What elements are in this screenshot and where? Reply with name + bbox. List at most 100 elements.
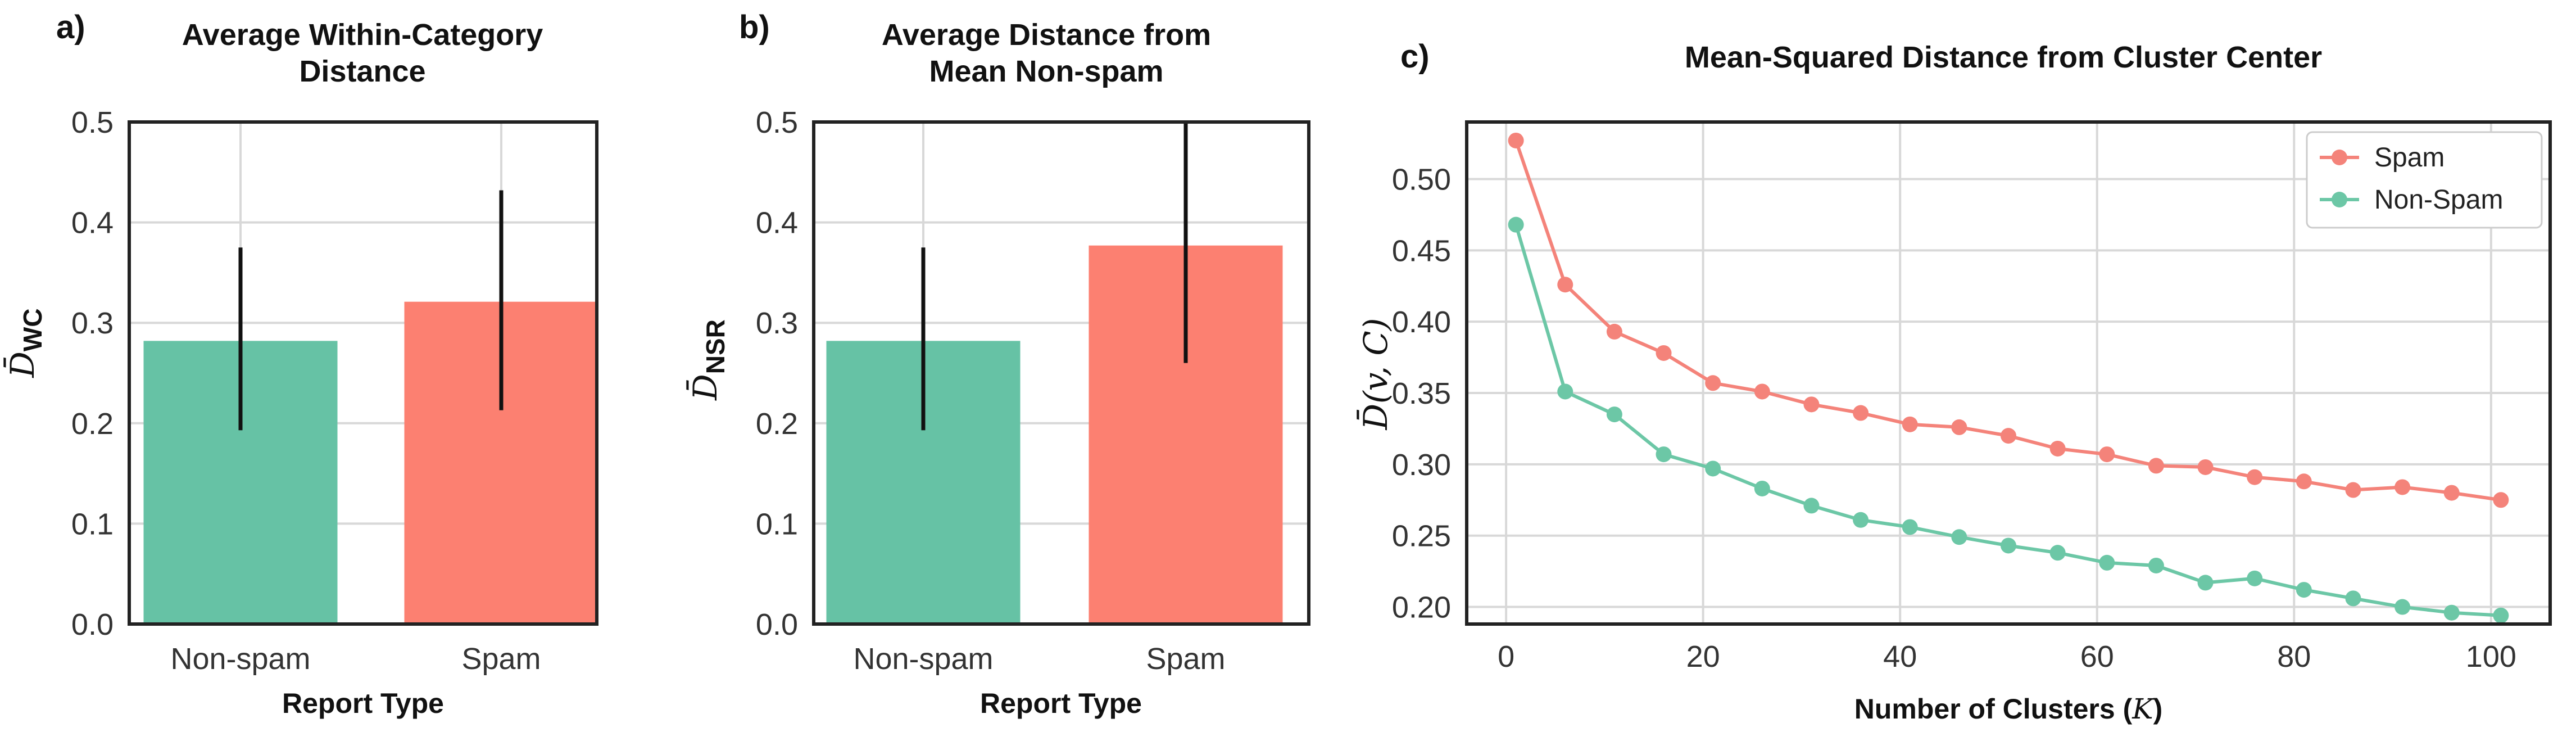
panel-c-legend: Spam Non-Spam xyxy=(2306,131,2543,229)
legend-spam-marker xyxy=(2332,150,2347,165)
b-ytick-5: 0.5 xyxy=(756,106,798,139)
b-xtick-non-spam: Non-spam xyxy=(853,642,993,676)
c-line-non-spam xyxy=(1514,224,2501,617)
c-point-non-spam-86 xyxy=(2345,590,2361,607)
panel-a-x-ticks: Non-spam Spam xyxy=(170,642,541,676)
legend-non-spam-marker xyxy=(2332,192,2347,207)
c-point-non-spam-36 xyxy=(1853,512,1869,528)
panel-c-label: c) xyxy=(1400,38,1430,75)
b-ytick-3: 0.3 xyxy=(756,306,798,340)
panel-b-title-line-2: Mean Non-spam xyxy=(929,55,1163,88)
panel-a: a) Average Within-Category Distance 0.0 0… xyxy=(3,9,598,719)
a-ytick-4: 0.4 xyxy=(71,206,114,240)
panel-a-bars xyxy=(143,301,598,624)
c-point-non-spam-66 xyxy=(2148,557,2164,573)
panel-a-title-line-1: Average Within-Category xyxy=(182,18,543,52)
panel-b: b) Average Distance from Mean Non-spam 0… xyxy=(686,9,1310,719)
c-point-non-spam-96 xyxy=(2443,604,2460,621)
b-ytick-2: 0.2 xyxy=(756,407,798,441)
c-point-spam-46 xyxy=(1951,419,1967,435)
panel-c-y-ticks: 0.20 0.25 0.30 0.35 0.40 0.45 0.50 xyxy=(1392,162,1451,624)
c-ytick-4: 0.40 xyxy=(1392,305,1451,339)
c-point-non-spam-56 xyxy=(2049,545,2066,561)
legend-spam-label: Spam xyxy=(2374,143,2445,173)
c-point-non-spam-26 xyxy=(1754,480,1770,496)
c-point-non-spam-46 xyxy=(1951,529,1967,545)
c-ytick-3: 0.35 xyxy=(1392,377,1451,410)
a-ytick-3: 0.3 xyxy=(71,306,114,340)
c-point-non-spam-31 xyxy=(1803,498,1820,514)
c-point-spam-1 xyxy=(1508,132,1524,148)
panel-b-bars xyxy=(826,245,1283,625)
c-xtick-4: 80 xyxy=(2277,640,2311,674)
c-point-spam-101 xyxy=(2493,492,2509,508)
b-ytick-4: 0.4 xyxy=(756,206,798,240)
c-point-spam-36 xyxy=(1853,405,1869,421)
c-point-spam-71 xyxy=(2197,459,2214,475)
c-ytick-2: 0.30 xyxy=(1392,448,1451,482)
c-ytick-0: 0.20 xyxy=(1392,591,1451,625)
c-point-spam-26 xyxy=(1754,383,1770,400)
c-xtick-2: 40 xyxy=(1883,640,1917,674)
c-point-spam-21 xyxy=(1705,375,1721,391)
c-xtick-5: 100 xyxy=(2466,640,2516,674)
c-point-spam-81 xyxy=(2296,473,2312,490)
a-ytick-5: 0.5 xyxy=(71,106,114,139)
c-point-spam-16 xyxy=(1656,345,1672,361)
panel-c-x-label: Number of Clusters (K) xyxy=(1854,693,2163,725)
legend-box xyxy=(2306,131,2543,229)
c-ytick-5: 0.45 xyxy=(1392,234,1451,268)
panel-b-title-line-1: Average Distance from xyxy=(882,18,1211,52)
c-point-non-spam-51 xyxy=(2001,537,2016,554)
panel-a-x-label: Report Type xyxy=(282,688,444,719)
c-point-non-spam-41 xyxy=(1902,519,1918,535)
a-xtick-non-spam: Non-spam xyxy=(170,642,310,676)
c-point-spam-61 xyxy=(2099,446,2115,463)
panel-b-x-ticks: Non-spam Spam xyxy=(853,642,1225,676)
panel-c-frame xyxy=(1465,120,2552,626)
panel-c-series-points xyxy=(1508,132,2509,623)
c-point-spam-11 xyxy=(1606,323,1622,340)
a-xtick-spam: Spam xyxy=(461,642,541,676)
c-point-non-spam-76 xyxy=(2247,570,2263,586)
c-ytick-1: 0.25 xyxy=(1392,519,1451,553)
c-ytick-6: 0.50 xyxy=(1392,162,1451,196)
c-point-non-spam-81 xyxy=(2296,582,2312,598)
c-point-spam-86 xyxy=(2345,482,2361,498)
c-point-spam-6 xyxy=(1557,277,1573,293)
panel-a-error-bars xyxy=(238,190,504,431)
c-point-non-spam-1 xyxy=(1508,216,1524,233)
c-point-non-spam-91 xyxy=(2394,599,2411,615)
panel-c-title: Mean-Squared Distance from Cluster Cente… xyxy=(1685,40,2322,74)
c-point-non-spam-71 xyxy=(2197,575,2214,591)
c-point-non-spam-61 xyxy=(2099,554,2115,571)
c-xtick-0: 0 xyxy=(1498,640,1514,674)
c-point-non-spam-16 xyxy=(1656,446,1672,463)
legend-non-spam-label: Non-Spam xyxy=(2374,185,2503,215)
panel-a-label: a) xyxy=(56,9,85,46)
panel-b-frame xyxy=(812,120,1310,626)
panel-c: c) Mean-Squared Distance from Cluster Ce… xyxy=(1356,38,2552,725)
panel-c-y-label: D̄(v, C) xyxy=(1356,318,1395,431)
c-point-spam-91 xyxy=(2394,479,2411,495)
panel-b-label: b) xyxy=(739,9,770,46)
c-point-non-spam-6 xyxy=(1557,383,1573,400)
c-point-spam-56 xyxy=(2049,440,2066,457)
c-point-non-spam-11 xyxy=(1606,406,1622,423)
panel-a-frame xyxy=(128,120,598,626)
c-point-spam-51 xyxy=(2001,428,2016,444)
b-ytick-0: 0.0 xyxy=(756,608,798,641)
a-ytick-0: 0.0 xyxy=(71,608,114,641)
c-point-spam-31 xyxy=(1803,396,1820,413)
panel-b-y-ticks: 0.0 0.1 0.2 0.3 0.4 0.5 xyxy=(756,106,798,641)
panel-a-y-label: D̄WC xyxy=(3,308,47,378)
c-xtick-3: 60 xyxy=(2080,640,2114,674)
c-point-spam-41 xyxy=(1902,416,1918,432)
c-point-spam-96 xyxy=(2443,485,2460,501)
c-point-spam-66 xyxy=(2148,458,2164,474)
a-ytick-1: 0.1 xyxy=(71,507,114,541)
panel-b-y-label: D̄NSR xyxy=(686,319,730,401)
panel-a-title-line-2: Distance xyxy=(299,55,425,88)
c-xtick-1: 20 xyxy=(1686,640,1720,674)
